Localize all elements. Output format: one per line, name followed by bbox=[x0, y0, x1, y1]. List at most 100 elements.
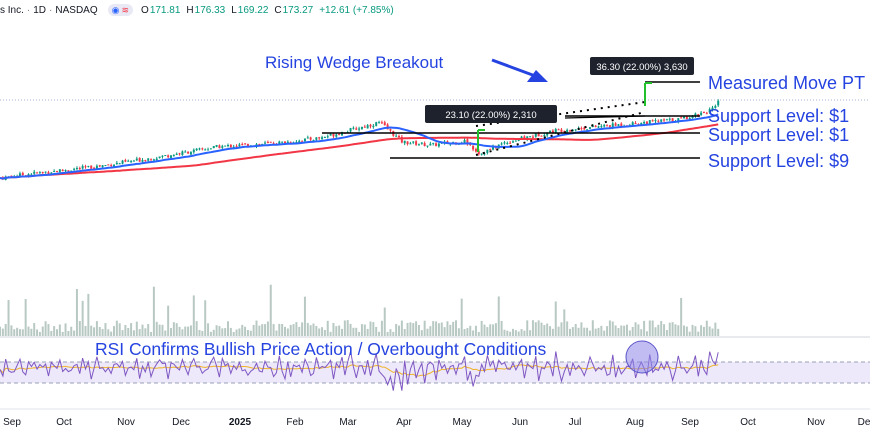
candle-body bbox=[512, 141, 514, 143]
breakout-arrow-shaft bbox=[491, 58, 539, 79]
candle-body bbox=[406, 141, 409, 145]
time-axis-tick: Jun bbox=[512, 417, 528, 428]
measure-box-1 bbox=[425, 105, 557, 123]
candle-body bbox=[115, 162, 118, 165]
candle-body bbox=[312, 140, 315, 142]
volume-bar bbox=[172, 322, 175, 336]
volume-bar bbox=[455, 320, 457, 336]
support-label-2: Support Level: $1 bbox=[708, 125, 849, 145]
volume-bar bbox=[389, 329, 392, 336]
candle-body bbox=[224, 145, 227, 147]
wedge-lower-line bbox=[475, 111, 646, 156]
volume-bar bbox=[435, 321, 438, 336]
candle-body bbox=[130, 160, 133, 162]
volume-bar bbox=[668, 322, 671, 336]
volume-bar bbox=[671, 322, 674, 336]
candle-body bbox=[78, 168, 81, 170]
candle-body bbox=[383, 122, 386, 126]
volume-bar bbox=[503, 329, 506, 336]
volume-bar bbox=[312, 323, 315, 336]
volume-bar bbox=[366, 328, 369, 336]
candle-body bbox=[705, 112, 708, 114]
volume-bar bbox=[87, 293, 90, 336]
volume-bar bbox=[147, 324, 150, 336]
volume-bar bbox=[529, 330, 532, 336]
volume-bar bbox=[620, 325, 623, 336]
volume-bar bbox=[606, 326, 609, 336]
volume-bar bbox=[628, 330, 631, 336]
candle-body bbox=[209, 148, 212, 150]
volume-bar bbox=[132, 330, 135, 336]
candle-body bbox=[358, 128, 361, 130]
volume-bar bbox=[452, 321, 455, 336]
candle-body bbox=[201, 148, 204, 150]
volume-bar bbox=[266, 321, 269, 336]
volume-bar bbox=[398, 325, 400, 336]
candle-body bbox=[717, 100, 720, 106]
volume-bar bbox=[651, 320, 654, 336]
candle-body bbox=[557, 129, 560, 131]
candle-body bbox=[147, 158, 150, 161]
volume-bar bbox=[648, 320, 651, 336]
support-label-1: Support Level: $1 bbox=[708, 106, 849, 126]
volume-bar bbox=[301, 322, 304, 336]
time-axis-tick: Nov bbox=[117, 417, 135, 428]
candle-body bbox=[104, 165, 107, 167]
volume-bar bbox=[33, 323, 36, 336]
candle-body bbox=[269, 141, 272, 143]
volume-bar bbox=[130, 323, 133, 336]
volume-bar bbox=[617, 328, 620, 336]
volume-bar bbox=[597, 327, 600, 336]
volume-bar bbox=[640, 329, 643, 336]
volume-bar bbox=[497, 296, 500, 336]
volume-bar bbox=[486, 327, 489, 336]
candle-body bbox=[127, 160, 130, 162]
volume-bar bbox=[583, 327, 586, 336]
volume-bar bbox=[514, 330, 517, 336]
volume-bar bbox=[429, 326, 432, 336]
candle-body bbox=[546, 132, 549, 136]
volume-bar bbox=[212, 329, 215, 336]
visibility-toggle[interactable]: ◉ ≋ bbox=[107, 4, 134, 16]
volume-bar bbox=[654, 327, 657, 336]
volume-bar bbox=[702, 326, 705, 336]
time-axis-tick: 2025 bbox=[229, 417, 252, 428]
volume-bar bbox=[477, 331, 480, 336]
volume-bar bbox=[406, 322, 409, 336]
candle-body bbox=[685, 116, 688, 119]
candle-body bbox=[506, 142, 509, 144]
volume-bar bbox=[335, 326, 338, 336]
volume-bar bbox=[73, 330, 76, 336]
volume-bar bbox=[714, 322, 717, 336]
volume-bar bbox=[685, 326, 688, 336]
volume-bar bbox=[643, 320, 646, 336]
candle-body bbox=[580, 128, 583, 130]
candle-body bbox=[295, 141, 298, 143]
candle-body bbox=[375, 122, 378, 126]
volume-bar bbox=[460, 298, 463, 336]
symbol-name[interactable]: s Inc. bbox=[0, 4, 24, 16]
volume-bar bbox=[623, 325, 626, 336]
time-axis-tick: Mar bbox=[339, 417, 357, 428]
volume-bar bbox=[329, 331, 332, 336]
candle-body bbox=[281, 141, 284, 143]
candle-body bbox=[477, 151, 480, 155]
volume-bar bbox=[551, 328, 554, 336]
candle-body bbox=[218, 145, 221, 149]
candle-body bbox=[486, 149, 489, 153]
candle-body bbox=[167, 155, 170, 158]
volume-bar bbox=[395, 323, 398, 336]
volume-bar bbox=[1, 328, 4, 336]
candle-body bbox=[172, 155, 175, 157]
volume-bar bbox=[16, 327, 19, 336]
volume-bar bbox=[403, 329, 406, 336]
candle-body bbox=[121, 160, 124, 164]
volume-bar bbox=[241, 324, 244, 336]
candle-body bbox=[680, 117, 683, 119]
candle-body bbox=[588, 127, 591, 129]
close-label: C bbox=[274, 4, 282, 16]
volume-bar bbox=[141, 324, 144, 336]
interval[interactable]: 1D bbox=[33, 4, 47, 16]
alert-icon: ≋ bbox=[121, 4, 130, 15]
time-axis-tick: Sep bbox=[681, 417, 699, 428]
